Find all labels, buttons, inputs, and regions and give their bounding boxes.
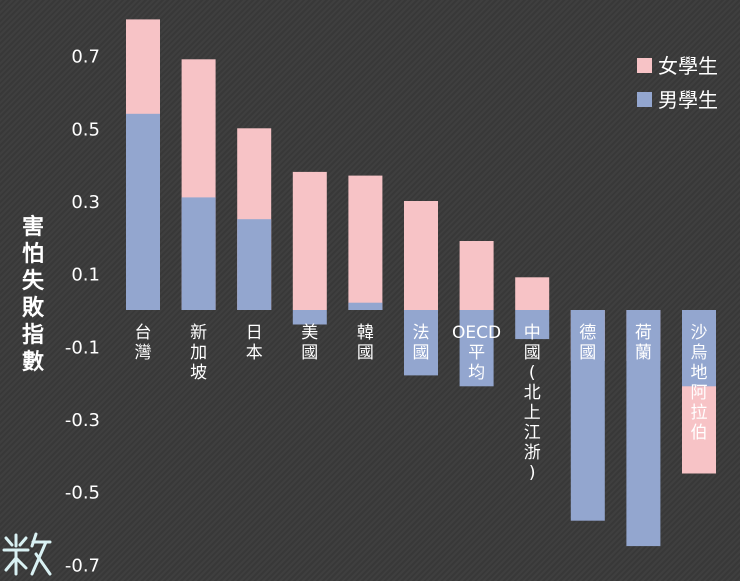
category-label: 美國 xyxy=(301,323,318,363)
category-label: 荷蘭 xyxy=(635,323,652,363)
bar-male-1 xyxy=(181,197,216,310)
category-label: OECD 平均 xyxy=(452,323,501,383)
category-label: 韓國 xyxy=(357,323,374,363)
bar-male-8 xyxy=(570,310,605,521)
bar-female-6 xyxy=(459,241,494,310)
category-label: 台灣 xyxy=(135,323,152,363)
bar-female-7 xyxy=(515,277,550,310)
bar-female-4 xyxy=(348,175,383,310)
bar-male-6 xyxy=(459,310,494,387)
bar-male-5 xyxy=(404,310,438,376)
bar-male-0 xyxy=(126,113,160,310)
category-label: 德國 xyxy=(579,323,596,363)
bar-male-7 xyxy=(515,310,550,340)
y-tick-label: 0.7 xyxy=(71,47,100,68)
category-label: 日本 xyxy=(246,323,263,363)
category-label: 沙烏地阿拉伯 xyxy=(691,323,708,443)
bar-male-3 xyxy=(292,310,327,325)
legend-swatch xyxy=(637,92,652,107)
legend-label: 女學生 xyxy=(658,54,718,78)
y-tick-label: -0.5 xyxy=(65,483,100,504)
y-tick-label: 0.1 xyxy=(71,265,100,286)
y-tick-label: 0.3 xyxy=(71,192,100,213)
y-tick-label: 0.5 xyxy=(71,119,100,140)
y-axis-label: 害怕失敗指數 xyxy=(22,214,45,375)
category-label: 中國(北上江浙) xyxy=(524,323,541,483)
category-label: 法國 xyxy=(413,323,430,363)
bar-female-3 xyxy=(292,171,327,310)
y-tick-label: -0.1 xyxy=(65,337,100,358)
bar-male-2 xyxy=(237,219,272,310)
legend-label: 男學生 xyxy=(658,88,718,112)
bars-layer xyxy=(126,19,716,547)
y-tick-label: -0.7 xyxy=(65,555,100,576)
legend-swatch xyxy=(637,58,652,73)
bar-male-9 xyxy=(626,310,661,547)
bar-female-5 xyxy=(404,201,438,310)
bar-male-4 xyxy=(348,302,383,310)
category-label: 新加坡 xyxy=(190,323,207,383)
y-tick-label: -0.3 xyxy=(65,410,100,431)
y-axis-ticks: 0.7 0.5 0.3 0.1 -0.1 -0.3 -0.5 -0.7 xyxy=(65,47,100,577)
bar-male-10 xyxy=(682,310,716,387)
brand-logo-icon xyxy=(2,532,52,576)
